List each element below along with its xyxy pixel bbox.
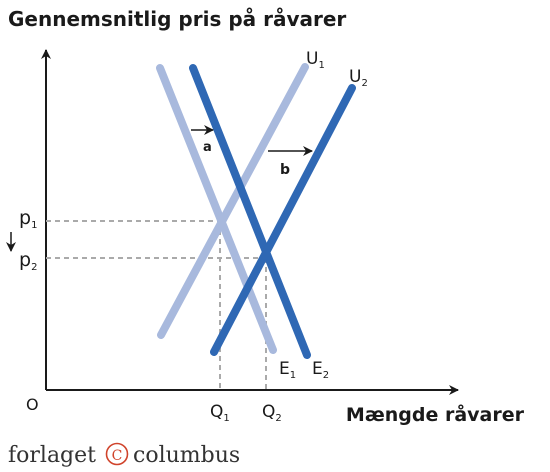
logo-mark: C [112,448,123,464]
curve-e2 [189,64,311,359]
curve-e1 [156,64,277,354]
chart-title: Gennemsnitlig pris på råvarer [8,7,346,31]
curve-label-u1: U1 [306,49,325,71]
shift-label-b: b [280,162,290,178]
curve-label-u2: U2 [349,67,368,89]
price-label-p2: p2 [19,249,37,273]
price-label-p1: p1 [19,207,37,231]
curve-label-e1: E1 [279,359,296,381]
logo-text-left: forlaget [8,443,96,468]
copyright-icon [105,442,129,466]
curve-u2 [210,84,356,356]
logo-text-right: columbus [133,443,240,468]
shift-label-a: a [203,140,212,155]
curve-label-e2: E2 [312,359,329,381]
quantity-label-q1: Q1 [210,402,230,424]
origin-label: O [26,395,39,414]
publisher-logo: forlaget C columbus [8,442,240,468]
x-axis-label: Mængde råvarer [346,402,525,426]
quantity-label-q2: Q2 [262,402,282,424]
curve-u1 [157,63,309,339]
